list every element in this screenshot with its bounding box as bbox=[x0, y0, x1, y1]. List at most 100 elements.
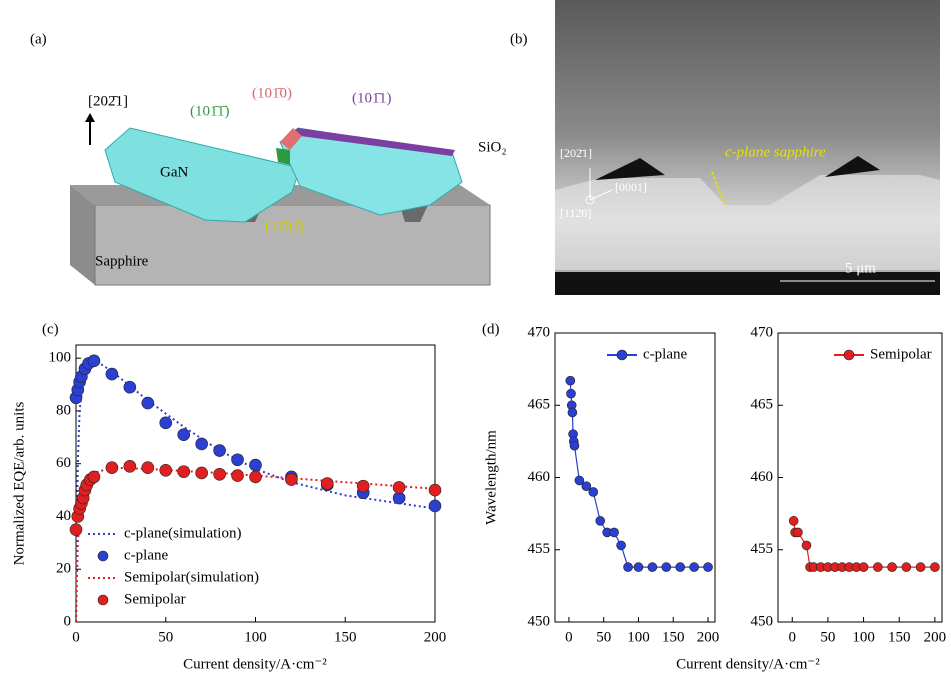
substrate-front bbox=[95, 205, 490, 285]
facet-label: (101̄1̄) bbox=[190, 103, 229, 119]
y-tick-label: 40 bbox=[56, 508, 71, 524]
y-tick-label: 60 bbox=[56, 455, 71, 471]
crystal-label: GaN bbox=[160, 164, 188, 180]
y-axis-label: Normalized EQE/arb. units bbox=[11, 401, 27, 565]
panel-label: (d) bbox=[482, 321, 500, 337]
marker bbox=[142, 462, 154, 474]
marker bbox=[648, 563, 657, 572]
marker bbox=[566, 376, 575, 385]
figure: (a) [202̄1] GaN (101̄1̄) (101̄0) (101̄1)… bbox=[0, 0, 951, 681]
y-tick-label: 465 bbox=[751, 397, 774, 413]
x-tick-label: 50 bbox=[820, 629, 835, 645]
marker bbox=[596, 516, 605, 525]
y-tick-label: 455 bbox=[528, 541, 551, 557]
x-tick-label: 0 bbox=[72, 629, 80, 645]
marker bbox=[567, 389, 576, 398]
x-tick-label: 50 bbox=[158, 629, 173, 645]
marker bbox=[142, 397, 154, 409]
marker bbox=[88, 355, 100, 367]
marker bbox=[393, 492, 405, 504]
marker bbox=[250, 471, 262, 483]
panel-label: (c) bbox=[42, 321, 59, 337]
legend-marker bbox=[844, 350, 854, 360]
x-tick-label: 100 bbox=[852, 629, 875, 645]
y-tick-label: 80 bbox=[56, 402, 71, 418]
panel-label: (a) bbox=[30, 31, 47, 47]
x-tick-label: 200 bbox=[697, 629, 720, 645]
marker bbox=[916, 563, 925, 572]
facet-label: (11̄01̄) bbox=[265, 219, 304, 235]
x-axis-label: Current density/A·cm⁻² bbox=[183, 656, 327, 672]
y-tick-label: 460 bbox=[528, 469, 551, 485]
y-tick-label: 450 bbox=[528, 613, 551, 629]
legend-label: c-plane(simulation) bbox=[124, 525, 241, 541]
arrow-head bbox=[85, 113, 95, 122]
y-tick-label: 465 bbox=[528, 397, 551, 413]
marker bbox=[429, 500, 441, 512]
scale-label: 5 μm bbox=[845, 260, 876, 276]
legend-label: Semipolar(simulation) bbox=[124, 569, 259, 585]
x-tick-label: 150 bbox=[888, 629, 911, 645]
info-bar bbox=[555, 272, 940, 295]
axis-label: [112̄0] bbox=[560, 206, 592, 220]
marker bbox=[902, 563, 911, 572]
y-tick-label: 470 bbox=[751, 324, 774, 340]
marker bbox=[178, 466, 190, 478]
marker bbox=[214, 468, 226, 480]
marker bbox=[610, 528, 619, 537]
x-tick-label: 0 bbox=[565, 629, 573, 645]
marker bbox=[178, 429, 190, 441]
x-tick-label: 150 bbox=[334, 629, 357, 645]
x-tick-label: 200 bbox=[924, 629, 947, 645]
marker bbox=[214, 445, 226, 457]
axis-label: [0001] bbox=[615, 180, 647, 194]
marker bbox=[321, 478, 333, 490]
marker bbox=[232, 470, 244, 482]
series-line bbox=[794, 521, 935, 567]
marker bbox=[704, 563, 713, 572]
marker bbox=[196, 438, 208, 450]
marker bbox=[124, 381, 136, 393]
marker bbox=[690, 563, 699, 572]
legend-label: Semipolar bbox=[124, 591, 186, 607]
x-tick-label: 50 bbox=[596, 629, 611, 645]
marker bbox=[88, 471, 100, 483]
direction: [202̄1] bbox=[88, 93, 128, 109]
annotation: c-plane sapphire bbox=[725, 144, 826, 160]
marker bbox=[250, 459, 262, 471]
legend-marker bbox=[617, 350, 627, 360]
x-tick-label: 150 bbox=[662, 629, 685, 645]
series-line bbox=[570, 381, 708, 567]
y-tick-label: 0 bbox=[64, 613, 72, 629]
marker bbox=[393, 481, 405, 493]
facet-label: (101̄1) bbox=[352, 90, 391, 106]
axis-label: [202̄1] bbox=[560, 146, 592, 160]
marker bbox=[589, 487, 598, 496]
x-tick-label: 100 bbox=[244, 629, 267, 645]
marker bbox=[676, 563, 685, 572]
marker bbox=[662, 563, 671, 572]
marker bbox=[859, 563, 868, 572]
marker bbox=[106, 462, 118, 474]
marker bbox=[106, 368, 118, 380]
marker bbox=[160, 417, 172, 429]
y-axis-label: Wavelength/nm bbox=[483, 430, 499, 525]
marker bbox=[357, 480, 369, 492]
panel-a: (a) [202̄1] GaN (101̄1̄) (101̄0) (101̄1)… bbox=[30, 31, 507, 285]
y-tick-label: 20 bbox=[56, 561, 71, 577]
marker bbox=[285, 474, 297, 486]
marker bbox=[789, 516, 798, 525]
marker bbox=[802, 541, 811, 550]
facet-label: (101̄0) bbox=[252, 85, 292, 101]
legend-label: c-plane bbox=[643, 346, 687, 362]
x-tick-label: 200 bbox=[424, 629, 447, 645]
marker bbox=[873, 563, 882, 572]
marker bbox=[570, 441, 579, 450]
y-tick-label: 460 bbox=[751, 469, 774, 485]
legend-label: c-plane bbox=[124, 547, 168, 563]
y-tick-label: 100 bbox=[49, 350, 72, 366]
marker bbox=[429, 484, 441, 496]
marker bbox=[930, 563, 939, 572]
marker bbox=[634, 563, 643, 572]
legend-marker bbox=[98, 551, 108, 561]
